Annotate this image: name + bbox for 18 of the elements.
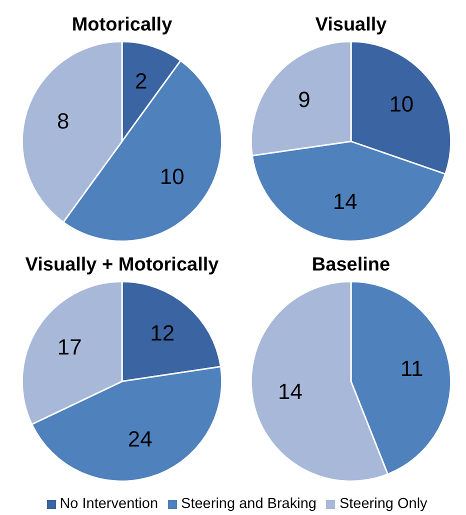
chart-title: Motorically	[72, 14, 173, 36]
data-label: 10	[160, 164, 184, 189]
data-label: 12	[150, 320, 175, 346]
legend-label: Steering Only	[339, 496, 428, 512]
legend-label: Steering and Braking	[181, 496, 316, 512]
data-label: 11	[400, 356, 424, 381]
chart-title: Visually	[315, 14, 388, 36]
chart-title: Baseline	[312, 254, 390, 276]
chart-title: Visually + Motorically	[25, 254, 220, 276]
data-label: 14	[332, 189, 358, 214]
data-label: 14	[278, 379, 302, 404]
data-label: 2	[135, 68, 148, 94]
data-label: 8	[57, 108, 70, 134]
data-label: 9	[298, 86, 310, 112]
legend-label: No Intervention	[60, 496, 158, 512]
data-label: 17	[57, 334, 82, 360]
data-label: 10	[389, 92, 414, 117]
data-label: 24	[128, 426, 152, 452]
